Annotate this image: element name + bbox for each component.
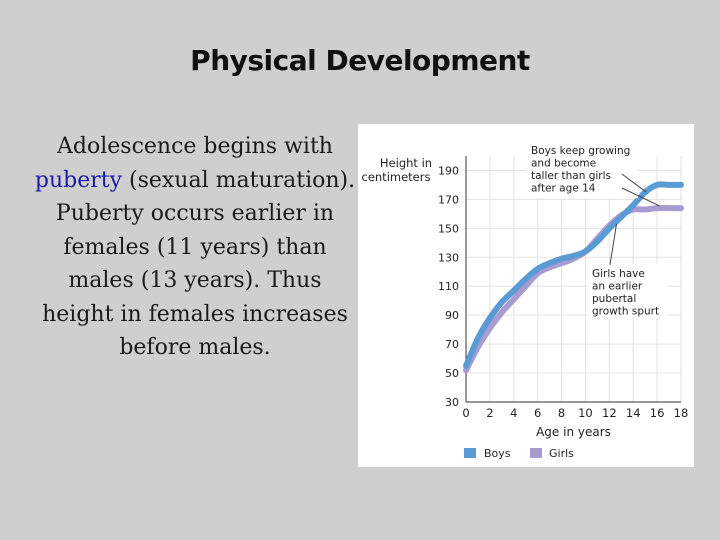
y-tick-label: 110 [438, 280, 459, 293]
legend-boys-swatch [464, 448, 476, 458]
annotation-boys-text: taller than girls [531, 170, 611, 182]
annotation-girls-pointer [609, 223, 617, 266]
x-axis-label: Age in years [536, 425, 611, 439]
annotation-girls-text: an earlier [592, 281, 643, 293]
annotation-boys-pointer [621, 173, 647, 193]
height-chart: 0 2 4 6 8 10 12 14 16 18 30 50 70 90 110 130 150 170 190 He… [358, 124, 694, 467]
slide-body-text: Adolescence begins with puberty (sexual … [34, 130, 356, 365]
annotation-girls-text: growth spurt [592, 306, 659, 318]
y-tick-label: 90 [445, 309, 459, 322]
y-tick-label: 50 [445, 367, 459, 380]
height-chart-svg: 0 2 4 6 8 10 12 14 16 18 30 50 70 90 110 130 150 170 190 He… [362, 142, 689, 460]
y-tick-label: 130 [438, 251, 459, 264]
legend-girls-swatch [530, 448, 542, 458]
legend-boys-label: Boys [484, 447, 511, 460]
y-axis-label-line2: centimeters [362, 170, 431, 184]
body-text-intro: Adolescence begins with [57, 134, 333, 159]
x-tick-label: 18 [674, 406, 689, 420]
x-tick-label: 6 [534, 406, 541, 420]
annotation-boys-pointer [621, 187, 660, 207]
annotation-boys-text: after age 14 [531, 183, 596, 195]
x-tick-label: 0 [462, 406, 469, 420]
y-tick-label: 70 [445, 338, 459, 351]
y-axis-label-line1: Height in [380, 156, 432, 170]
x-tick-label: 4 [510, 406, 517, 420]
x-tick-label: 14 [626, 406, 641, 420]
boys-line [463, 181, 684, 369]
annotation-boys-box [526, 142, 638, 198]
annotation-girls-text: pubertal [592, 293, 636, 305]
annotation-girls-text: Girls have [592, 268, 645, 280]
y-tick-label: 190 [438, 164, 459, 177]
x-tick-label: 2 [486, 406, 493, 420]
body-text-rest: (sexual maturation). Puberty occurs earl… [42, 167, 356, 361]
x-tick-label: 8 [558, 406, 565, 420]
x-tick-label: 16 [650, 406, 665, 420]
puberty-term: puberty [34, 167, 123, 193]
annotation-boys-text: Boys keep growing [531, 145, 630, 157]
legend-girls-label: Girls [549, 447, 574, 460]
y-tick-label: 30 [445, 396, 459, 409]
x-tick-label: 12 [602, 406, 617, 420]
annotation-girls-box [588, 264, 668, 318]
x-tick-label: 10 [578, 406, 593, 420]
annotation-boys-text: and become [531, 158, 596, 170]
slide-title: Physical Development [190, 44, 530, 77]
y-tick-label: 150 [438, 222, 459, 235]
y-tick-label: 170 [438, 193, 459, 206]
